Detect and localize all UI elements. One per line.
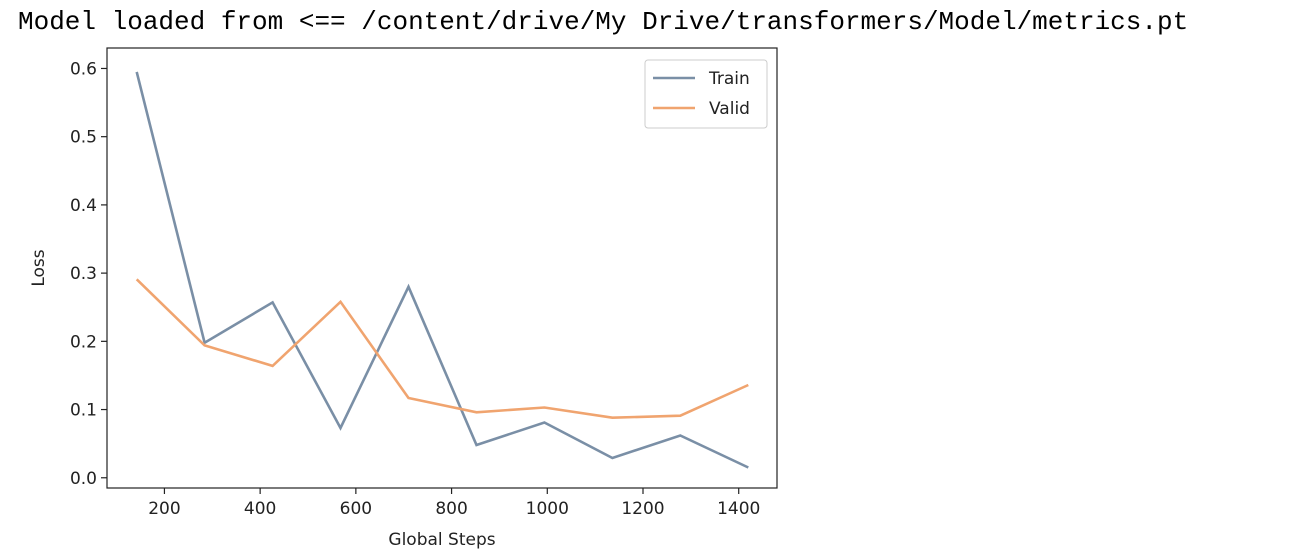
y-tick-label: 0.5	[70, 128, 97, 148]
x-tick-label: 400	[244, 499, 276, 519]
legend-label-train: Train	[708, 69, 750, 89]
x-tick-label: 600	[340, 499, 372, 519]
legend-label-valid: Valid	[709, 99, 750, 119]
x-tick-label: 800	[435, 499, 467, 519]
plot-area-frame	[106, 47, 778, 489]
y-axis-title: Loss	[29, 249, 49, 286]
x-tick-label: 1200	[621, 499, 664, 519]
x-axis-title: Global Steps	[388, 530, 495, 550]
y-tick-label: 0.3	[70, 264, 97, 284]
y-tick-label: 0.4	[70, 196, 97, 216]
y-tick-label: 0.2	[70, 332, 97, 352]
x-axis-ticks: 200 400 600 800 1000 1200 1400	[148, 488, 760, 519]
x-tick-label: 1400	[717, 499, 760, 519]
legend: Train Valid	[644, 59, 768, 129]
y-axis-ticks: 0.0 0.1 0.2 0.3 0.4 0.5 0.6	[70, 59, 107, 489]
y-tick-label: 0.6	[70, 59, 97, 79]
series-line-train	[135, 71, 749, 469]
series-line-valid	[135, 278, 749, 420]
series-lines	[135, 71, 749, 469]
cell-output-log-line: Model loaded from <== /content/drive/My …	[18, 7, 1189, 37]
y-tick-label: 0.0	[70, 469, 97, 489]
x-tick-label: 1000	[526, 499, 569, 519]
y-tick-label: 0.1	[70, 401, 97, 421]
x-tick-label: 200	[148, 499, 180, 519]
